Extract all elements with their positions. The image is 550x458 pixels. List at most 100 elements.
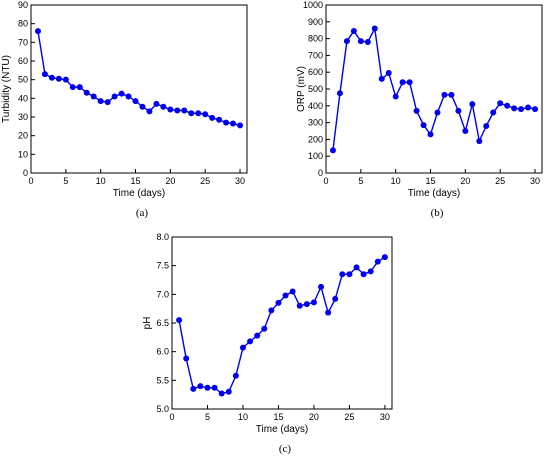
data-point bbox=[332, 295, 339, 302]
data-point bbox=[69, 84, 76, 91]
data-point bbox=[532, 106, 539, 113]
y-tick-label: 70 bbox=[18, 37, 28, 47]
data-point bbox=[34, 28, 41, 35]
x-tick-label: 0 bbox=[28, 176, 33, 186]
y-tick-label: 5.0 bbox=[156, 404, 169, 414]
y-tick-label: 10 bbox=[18, 149, 28, 159]
data-point bbox=[490, 109, 497, 116]
y-axis-title: ORP (mV) bbox=[296, 66, 307, 112]
data-point bbox=[483, 122, 490, 129]
data-point bbox=[111, 93, 118, 100]
data-point bbox=[360, 271, 367, 278]
data-point bbox=[104, 99, 111, 106]
series-line bbox=[178, 256, 386, 395]
data-point bbox=[41, 71, 48, 78]
y-tick-label: 80 bbox=[18, 19, 28, 29]
data-point bbox=[202, 111, 209, 118]
y-tick-label: 600 bbox=[308, 67, 323, 77]
x-tick-label: 5 bbox=[205, 412, 210, 422]
plot-frame bbox=[30, 4, 248, 174]
x-tick-label: 20 bbox=[165, 176, 175, 186]
data-point bbox=[399, 79, 406, 86]
panel-label-a: (a) bbox=[136, 207, 149, 219]
data-point bbox=[216, 116, 223, 123]
y-tick-label: 90 bbox=[18, 0, 28, 10]
x-tick-label: 30 bbox=[380, 412, 390, 422]
data-point bbox=[195, 110, 202, 117]
panel-label-c: (c) bbox=[279, 443, 292, 455]
y-tick-label: 7.0 bbox=[156, 289, 169, 299]
data-point bbox=[427, 131, 434, 138]
x-tick-label: 5 bbox=[358, 176, 363, 186]
data-point bbox=[139, 103, 146, 110]
data-point bbox=[455, 107, 462, 114]
data-point bbox=[97, 98, 104, 105]
y-tick-label: 30 bbox=[18, 112, 28, 122]
data-point bbox=[518, 106, 525, 113]
x-axis-title: Time (days) bbox=[256, 424, 308, 435]
x-tick-label: 5 bbox=[63, 176, 68, 186]
plot-frame bbox=[171, 236, 393, 410]
data-point bbox=[254, 332, 261, 339]
y-tick-label: 1000 bbox=[303, 0, 323, 10]
data-point bbox=[197, 383, 204, 390]
y-tick-label: 20 bbox=[18, 131, 28, 141]
x-tick-label: 10 bbox=[96, 176, 106, 186]
x-tick-label: 25 bbox=[495, 176, 505, 186]
data-point bbox=[209, 114, 216, 121]
data-point bbox=[392, 93, 399, 100]
data-point bbox=[132, 98, 139, 105]
data-point bbox=[310, 299, 317, 306]
data-point bbox=[357, 38, 364, 45]
data-point bbox=[225, 388, 232, 395]
y-tick-label: 400 bbox=[308, 101, 323, 111]
data-point bbox=[83, 89, 90, 96]
data-point bbox=[374, 258, 381, 265]
data-point bbox=[371, 25, 378, 32]
x-tick-label: 15 bbox=[426, 176, 436, 186]
plot-frame bbox=[325, 4, 543, 174]
x-tick-label: 20 bbox=[460, 176, 470, 186]
data-point bbox=[188, 110, 195, 117]
data-point bbox=[339, 271, 346, 278]
data-point bbox=[476, 138, 483, 145]
data-point bbox=[183, 355, 190, 362]
data-point bbox=[239, 344, 246, 351]
data-point bbox=[289, 288, 296, 295]
data-point bbox=[318, 283, 325, 290]
data-point bbox=[367, 268, 374, 275]
data-point bbox=[381, 254, 388, 261]
y-tick-label: 40 bbox=[18, 93, 28, 103]
data-point bbox=[350, 28, 357, 35]
data-point bbox=[282, 292, 289, 299]
chart-b: 0 100 200 300 400 500 600 700 800 900 1000 0 5 10 15 2… bbox=[296, 0, 543, 219]
series-line bbox=[332, 26, 536, 151]
data-point bbox=[525, 104, 532, 111]
y-tick-label: 500 bbox=[308, 84, 323, 94]
data-point bbox=[176, 317, 183, 324]
data-point bbox=[211, 384, 218, 391]
y-axis-title: Turbidity (NTU) bbox=[1, 55, 12, 123]
y-tick-label: 5.5 bbox=[156, 375, 169, 385]
x-tick-label: 30 bbox=[235, 176, 245, 186]
y-axis-title: pH bbox=[142, 317, 153, 330]
y-tick-label: 50 bbox=[18, 75, 28, 85]
data-point bbox=[420, 122, 427, 129]
data-point bbox=[174, 107, 181, 114]
data-point bbox=[268, 307, 275, 314]
x-tick-label: 30 bbox=[530, 176, 540, 186]
x-tick-label: 10 bbox=[238, 412, 248, 422]
data-point bbox=[55, 75, 62, 82]
panel-label-b: (b) bbox=[431, 207, 444, 219]
data-point bbox=[413, 107, 420, 114]
data-point bbox=[204, 384, 211, 391]
data-point bbox=[160, 103, 167, 110]
y-tick-label: 200 bbox=[308, 134, 323, 144]
x-tick-label: 25 bbox=[344, 412, 354, 422]
data-point bbox=[343, 38, 350, 45]
data-point bbox=[441, 91, 448, 98]
data-point bbox=[76, 84, 83, 91]
data-point bbox=[232, 372, 239, 379]
x-tick-label: 15 bbox=[131, 176, 141, 186]
